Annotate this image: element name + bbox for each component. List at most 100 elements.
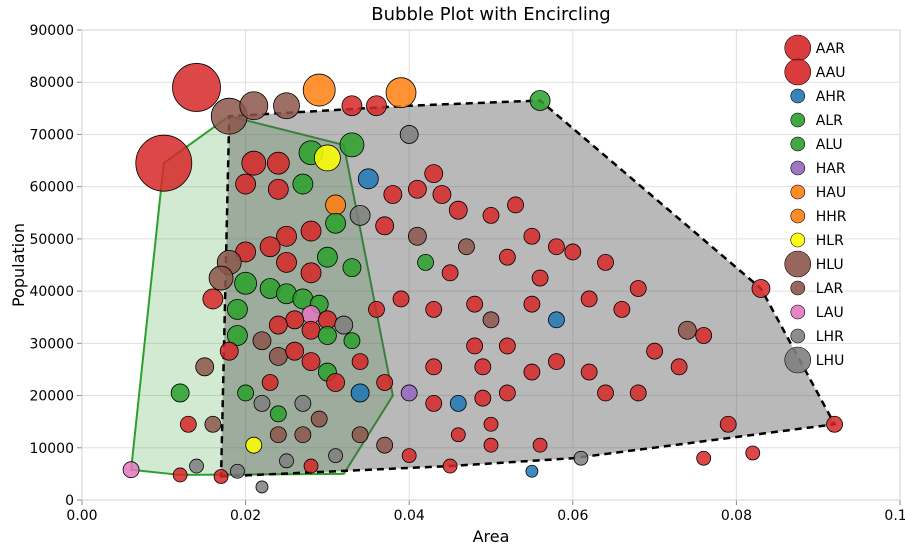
x-tick-label: 0.00 — [66, 508, 97, 524]
data-point — [400, 125, 418, 143]
data-point — [302, 353, 320, 371]
legend-marker — [791, 185, 805, 199]
x-tick-label: 0.06 — [557, 508, 588, 524]
data-point — [301, 263, 321, 283]
data-point — [311, 411, 327, 427]
x-tick-label: 0.04 — [394, 508, 425, 524]
legend-label: HHR — [816, 209, 847, 225]
legend-label: LAR — [816, 281, 844, 297]
data-point — [318, 327, 336, 345]
data-point — [524, 228, 540, 244]
legend-marker — [791, 209, 805, 223]
y-tick-label: 40000 — [29, 284, 74, 300]
data-point — [295, 395, 311, 411]
data-point — [280, 454, 294, 468]
legend-label: HAR — [816, 161, 846, 177]
data-point — [678, 321, 696, 339]
data-point — [720, 416, 736, 432]
data-point — [647, 343, 663, 359]
data-point — [220, 342, 238, 360]
data-point — [377, 437, 393, 453]
data-point — [342, 96, 362, 116]
y-tick-label: 70000 — [29, 127, 74, 143]
legend-marker — [791, 305, 805, 319]
data-point — [326, 213, 346, 233]
legend-label: LHU — [816, 353, 845, 369]
data-point — [524, 364, 540, 380]
data-point — [548, 354, 564, 370]
data-point — [335, 316, 353, 334]
data-point — [533, 438, 547, 452]
data-point — [190, 459, 204, 473]
data-point — [508, 197, 524, 213]
legend-marker — [791, 329, 805, 343]
data-point — [293, 174, 313, 194]
legend-marker — [785, 251, 811, 277]
data-point — [350, 205, 370, 225]
data-point — [358, 169, 378, 189]
data-point — [499, 338, 515, 354]
data-point — [425, 165, 443, 183]
data-point — [274, 93, 300, 119]
data-point — [467, 338, 483, 354]
data-point — [238, 385, 254, 401]
data-point — [352, 354, 368, 370]
data-point — [236, 174, 256, 194]
data-point — [408, 180, 426, 198]
data-point — [483, 312, 499, 328]
data-point — [366, 96, 386, 116]
data-point — [630, 281, 646, 297]
data-point — [526, 465, 538, 477]
data-point — [484, 417, 498, 431]
data-point — [499, 385, 515, 401]
data-point — [286, 311, 304, 329]
data-point — [267, 152, 289, 174]
x-axis-label: Area — [473, 527, 510, 546]
data-point — [746, 446, 760, 460]
y-tick-label: 90000 — [29, 23, 74, 39]
data-point — [433, 186, 451, 204]
chart-svg: 0.000.020.040.060.080.100100002000030000… — [0, 0, 905, 551]
data-point — [171, 384, 189, 402]
data-point — [451, 428, 465, 442]
data-point — [402, 449, 416, 463]
legend-label: LAU — [816, 305, 844, 321]
data-point — [426, 395, 442, 411]
legend-marker — [791, 137, 805, 151]
legend-marker — [791, 233, 805, 247]
data-point — [384, 186, 402, 204]
data-point — [203, 289, 223, 309]
legend-label: AAR — [816, 41, 846, 57]
data-point — [173, 63, 221, 111]
legend-marker — [791, 281, 805, 295]
data-point — [524, 296, 540, 312]
y-tick-label: 50000 — [29, 232, 74, 248]
data-point — [467, 296, 483, 312]
legend-label: AHR — [816, 89, 846, 105]
data-point — [302, 321, 320, 339]
data-point — [827, 416, 843, 432]
data-point — [123, 462, 139, 478]
data-point — [499, 249, 515, 265]
data-point — [581, 291, 597, 307]
data-point — [352, 427, 368, 443]
y-tick-label: 20000 — [29, 389, 74, 405]
data-point — [630, 385, 646, 401]
data-point — [548, 239, 564, 255]
data-point — [351, 384, 369, 402]
legend-marker — [791, 89, 805, 103]
data-point — [376, 217, 394, 235]
data-point — [246, 437, 262, 453]
data-point — [565, 244, 581, 260]
data-point — [696, 328, 712, 344]
data-point — [268, 179, 288, 199]
data-point — [301, 221, 321, 241]
data-point — [254, 395, 270, 411]
data-point — [196, 358, 214, 376]
data-point — [340, 133, 364, 157]
data-point — [450, 395, 466, 411]
data-point — [256, 481, 268, 493]
data-point — [697, 451, 711, 465]
data-point — [270, 406, 286, 422]
data-point — [269, 316, 287, 334]
